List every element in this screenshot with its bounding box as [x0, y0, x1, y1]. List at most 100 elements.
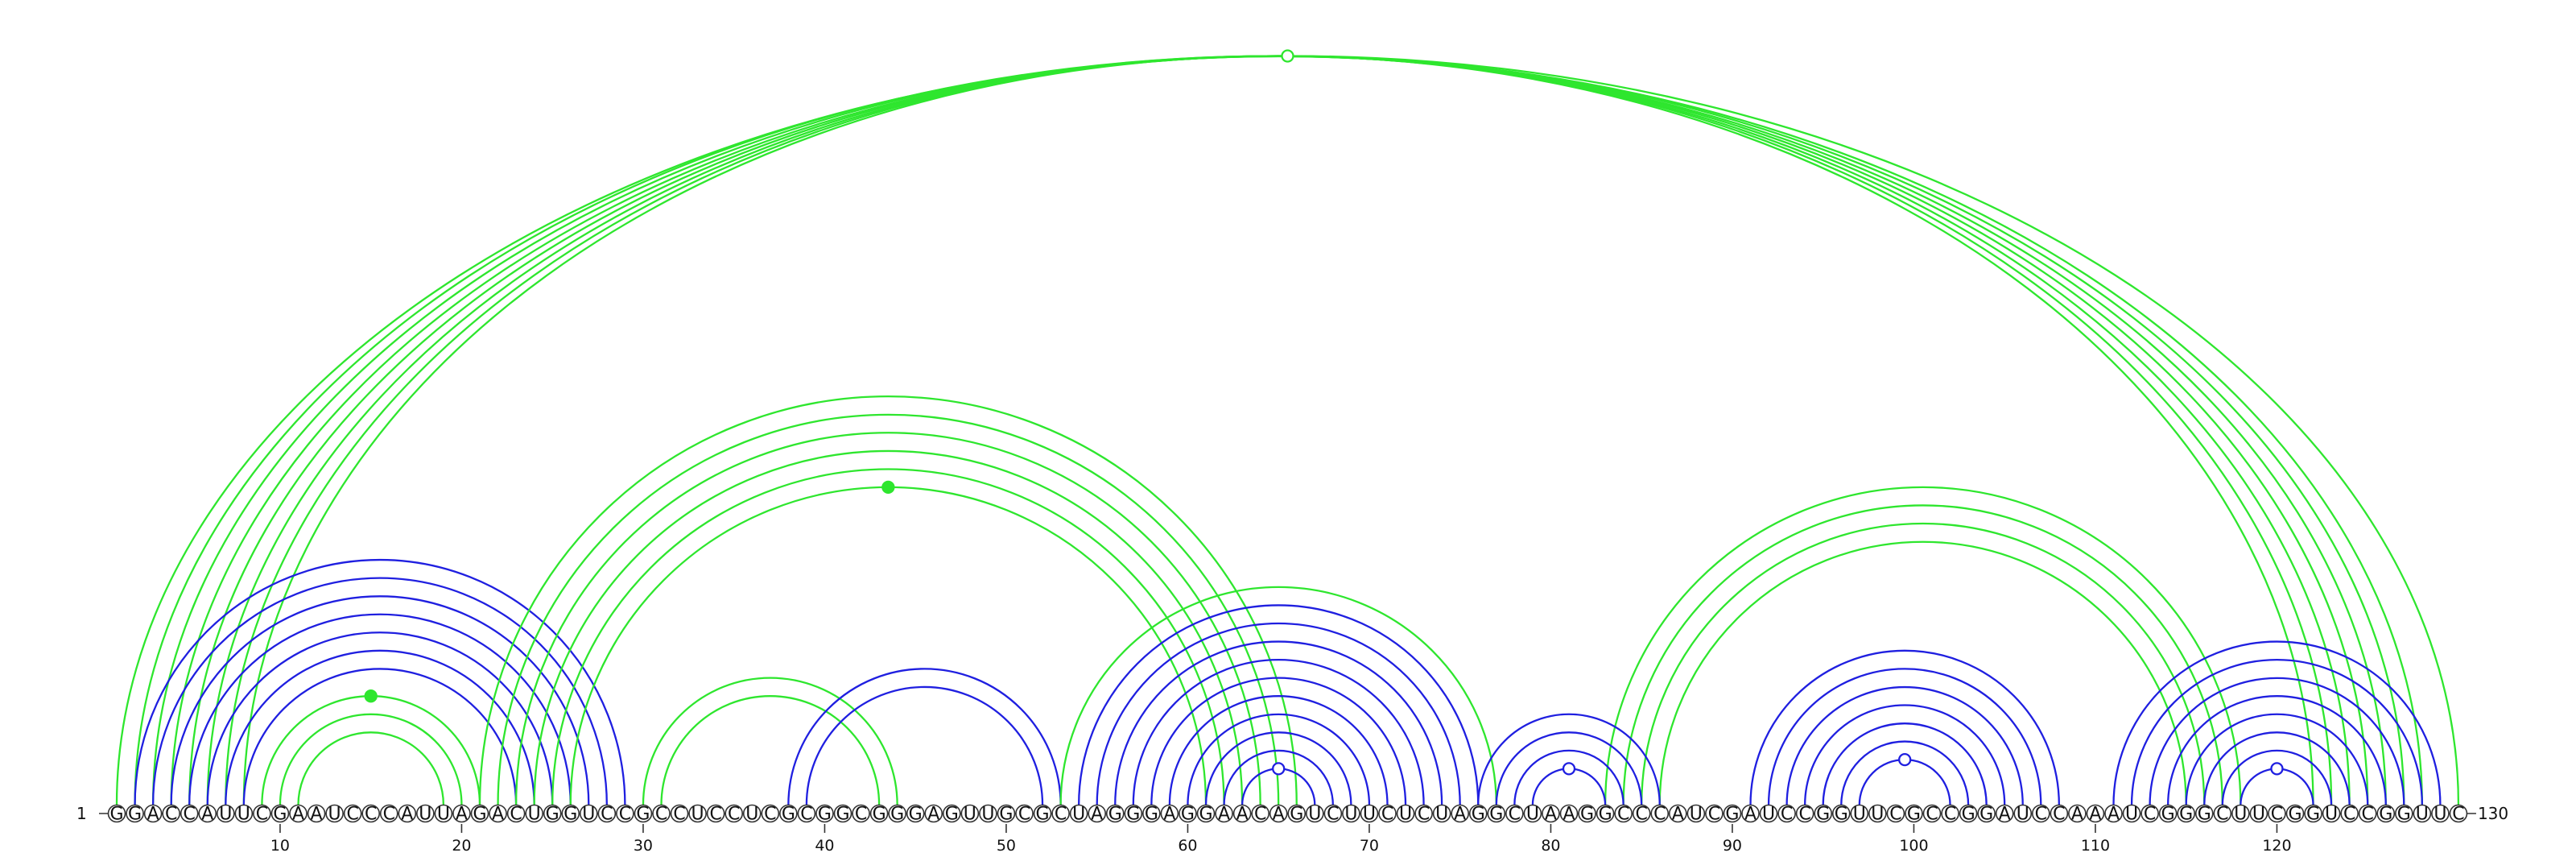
nucleotide-44: G — [888, 805, 906, 825]
nucleotide-letter: A — [401, 805, 413, 825]
nucleotide-letter: C — [800, 805, 812, 825]
nucleotide-letter: U — [2416, 805, 2429, 825]
nucleotide-3: A — [143, 805, 163, 825]
nucleotide-78: C — [1505, 805, 1524, 825]
nucleotide-letter: C — [1254, 805, 1266, 825]
nucleotide-circle — [1451, 804, 1469, 823]
tick-label-110: 110 — [2081, 837, 2110, 855]
nucleotide-circle — [2413, 804, 2432, 823]
nucleotide-circle — [1831, 804, 1851, 823]
nucleotide-letter: A — [1163, 805, 1175, 825]
nucleotide-circle — [1814, 804, 1832, 823]
nucleotide-82: G — [1578, 805, 1596, 825]
nucleotide-22: A — [489, 804, 507, 825]
nucleotide-letter: A — [1218, 805, 1230, 825]
nucleotide-circle — [1868, 804, 1887, 823]
base-pair-arc-11-19 — [297, 731, 445, 805]
nucleotide-circle — [198, 804, 217, 823]
nucleotide-circle — [489, 804, 507, 823]
nucleotide-circle — [2231, 804, 2250, 823]
nucleotide-letter: C — [2053, 805, 2065, 825]
nucleotide-letter: C — [601, 805, 613, 825]
nucleotide-circle — [1977, 804, 1996, 823]
nucleotide-letter: U — [1871, 805, 1884, 825]
nucleotide-18: U — [416, 804, 435, 825]
nucleotide-letter: U — [981, 805, 994, 825]
base-pair-arc-117-123 — [2221, 749, 2333, 805]
nucleotide-97: U — [1850, 805, 1869, 825]
nucleotide-letter: C — [1926, 805, 1938, 825]
nucleotide-56: G — [1105, 804, 1125, 825]
nucleotide-circle — [688, 804, 707, 823]
nucleotide-circle — [779, 804, 798, 823]
nucleotide-letter: U — [219, 805, 232, 825]
nucleotide-letter: G — [2198, 805, 2211, 825]
nucleotide-60: G — [1179, 805, 1197, 825]
nucleotide-circle — [343, 804, 362, 823]
nucleotide-circle — [1650, 804, 1670, 823]
base-pair-arc-85-116 — [1641, 522, 2206, 805]
nucleotide-103: G — [1959, 805, 1978, 825]
nucleotide-circle — [1596, 804, 1615, 823]
base-pair-arc-62-68 — [1223, 749, 1334, 805]
nucleotide-circle — [1124, 804, 1143, 823]
nucleotide-circle — [706, 804, 725, 823]
nucleotide-circle — [416, 804, 435, 823]
tick-label-50: 50 — [997, 837, 1016, 855]
nucleotide-letter: C — [510, 805, 522, 825]
nucleotide-circle — [1886, 804, 1905, 823]
nucleotide-38: G — [779, 804, 798, 825]
sequence-end-label: 130 — [2478, 804, 2508, 823]
nucleotide-63: A — [1232, 805, 1252, 825]
nucleotide-letter: A — [492, 805, 504, 825]
nucleotide-20: A — [452, 805, 471, 825]
base-pair-arc-92-107 — [1767, 668, 2042, 805]
nucleotide-letter: A — [1999, 805, 2011, 825]
nucleotide-letter: U — [1526, 805, 1539, 825]
tick-label-40: 40 — [815, 837, 834, 855]
nucleotide-circle — [2050, 804, 2069, 823]
base-pair-arc-61-69 — [1204, 731, 1352, 805]
nucleotide-circle — [2213, 804, 2232, 823]
nucleotide-letter: G — [1126, 805, 1140, 825]
nucleotide-letter: C — [619, 805, 631, 825]
base-pair-arc-3-28 — [151, 577, 608, 805]
nucleotide-letter: C — [2144, 805, 2156, 825]
nucleotide-circle — [597, 804, 617, 823]
nucleotide-letter: A — [2107, 805, 2120, 825]
nucleotide-circle — [307, 804, 326, 823]
nucleotide-48: U — [960, 804, 980, 825]
nucleotide-letter: G — [1108, 805, 1122, 825]
nucleotide-letter: C — [184, 805, 196, 825]
nucleotide-circle — [960, 804, 980, 823]
nucleotide-circle — [289, 804, 308, 823]
nucleotide-letter: G — [890, 805, 904, 825]
nucleotide-circle — [325, 804, 344, 823]
nucleotide-letter: U — [437, 805, 450, 825]
nucleotide-letter: A — [292, 805, 304, 825]
nucleotide-76: G — [1468, 805, 1488, 825]
nucleotide-circle — [1542, 804, 1560, 823]
nucleotide-77: G — [1487, 805, 1506, 825]
nucleotide-47: G — [943, 805, 961, 825]
nucleotide-letter: A — [2089, 805, 2101, 825]
nucleotide-125: C — [2358, 805, 2377, 825]
nucleotide-circle — [852, 804, 870, 823]
tick-label-30: 30 — [634, 837, 653, 855]
tick-label-20: 20 — [452, 837, 471, 855]
nucleotide-letter: C — [2362, 805, 2374, 825]
nucleotide-letter: G — [273, 805, 287, 825]
nucleotide-letter: G — [909, 805, 923, 825]
nucleotide-1: G — [107, 805, 126, 825]
nucleotide-circle — [470, 804, 489, 823]
nucleotide-circle — [2249, 804, 2268, 823]
nucleotide-102: C — [1941, 805, 1959, 825]
nucleotide-letter: G — [1036, 805, 1050, 825]
base-pair-arc-114-126 — [2167, 695, 2387, 805]
nucleotide-92: U — [1759, 805, 1778, 825]
nucleotide-5: C — [180, 805, 199, 825]
nucleotide-28: C — [597, 804, 617, 825]
nucleotide-43: G — [869, 805, 889, 825]
nucleotide-letter: U — [2434, 805, 2446, 825]
nucleotide-circle — [1105, 804, 1125, 823]
